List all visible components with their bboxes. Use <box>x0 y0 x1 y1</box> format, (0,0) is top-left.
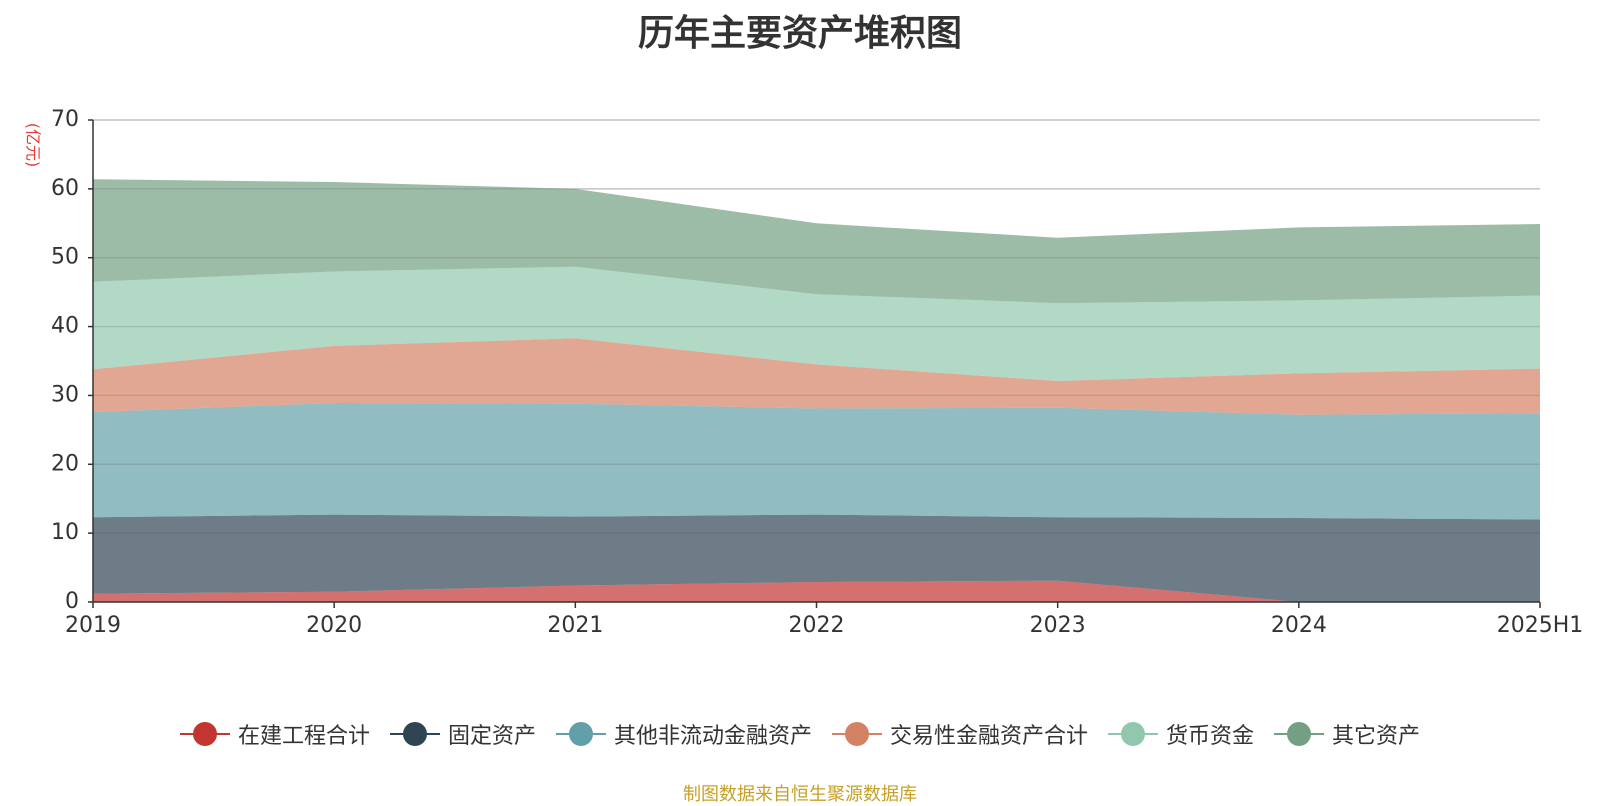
legend-item-2[interactable]: 固定资产 <box>389 718 536 750</box>
area-series-3 <box>93 403 1540 520</box>
legend-marker-icon <box>179 722 230 746</box>
legend-label: 固定资产 <box>447 724 536 749</box>
y-tick-label-70: 70 <box>51 107 79 132</box>
legend-marker-icon <box>555 722 606 746</box>
y-tick-label-20: 20 <box>51 451 79 476</box>
legend-label: 在建工程合计 <box>237 724 370 749</box>
legend-label: 交易性金融资产合计 <box>890 724 1089 749</box>
y-tick-label-10: 10 <box>51 520 79 545</box>
x-tick-label-2025H1: 2025H1 <box>1497 613 1584 638</box>
x-tick-label-2024: 2024 <box>1271 613 1327 638</box>
legend-marker-icon <box>389 722 440 746</box>
legend-label: 其它资产 <box>1332 724 1421 749</box>
y-axis-unit-label: (亿元) <box>24 123 43 168</box>
y-tick-label-60: 60 <box>51 176 79 201</box>
chart-legend: 在建工程合计 固定资产 其他非流动金融资产 交易性金融资产合计 货币资金 其它资产 <box>0 718 1600 750</box>
legend-item-1[interactable]: 在建工程合计 <box>179 718 370 750</box>
area-series-5 <box>93 266 1540 381</box>
y-tick-label-30: 30 <box>51 382 79 407</box>
y-tick-label-0: 0 <box>65 589 79 614</box>
x-tick-label-2023: 2023 <box>1030 613 1086 638</box>
legend-marker-icon <box>832 722 882 746</box>
area-series-1 <box>93 580 1540 602</box>
y-axis-unit: (亿元) <box>24 123 43 168</box>
legend-item-5[interactable]: 货币资金 <box>1108 718 1254 750</box>
legend-marker-icon <box>1108 722 1159 746</box>
source-note: 制图数据来自恒生聚源数据库 <box>683 784 917 805</box>
stacked-area-chart: 0 10 20 30 40 50 60 70 2019 2020 2021 2022 2023 2024 2… <box>51 107 1584 638</box>
legend-item-3[interactable]: 其他非流动金融资产 <box>555 718 812 750</box>
area-series-4 <box>93 338 1540 415</box>
legend-marker-icon <box>1274 722 1325 746</box>
x-tick-label-2019: 2019 <box>65 613 121 638</box>
legend-label: 货币资金 <box>1166 724 1255 749</box>
legend-item-6[interactable]: 其它资产 <box>1274 718 1420 750</box>
legend-label: 其他非流动金融资产 <box>613 724 812 749</box>
area-series-2 <box>93 514 1540 602</box>
x-tick-label-2020: 2020 <box>306 613 362 638</box>
chart-title: 历年主要资产堆积图 <box>637 13 962 54</box>
y-tick-label-50: 50 <box>51 245 79 270</box>
y-tick-label-40: 40 <box>51 314 79 339</box>
x-tick-label-2021: 2021 <box>547 613 603 638</box>
legend-item-4[interactable]: 交易性金融资产合计 <box>832 718 1088 750</box>
area-series-6 <box>93 179 1540 304</box>
x-tick-label-2022: 2022 <box>789 613 845 638</box>
